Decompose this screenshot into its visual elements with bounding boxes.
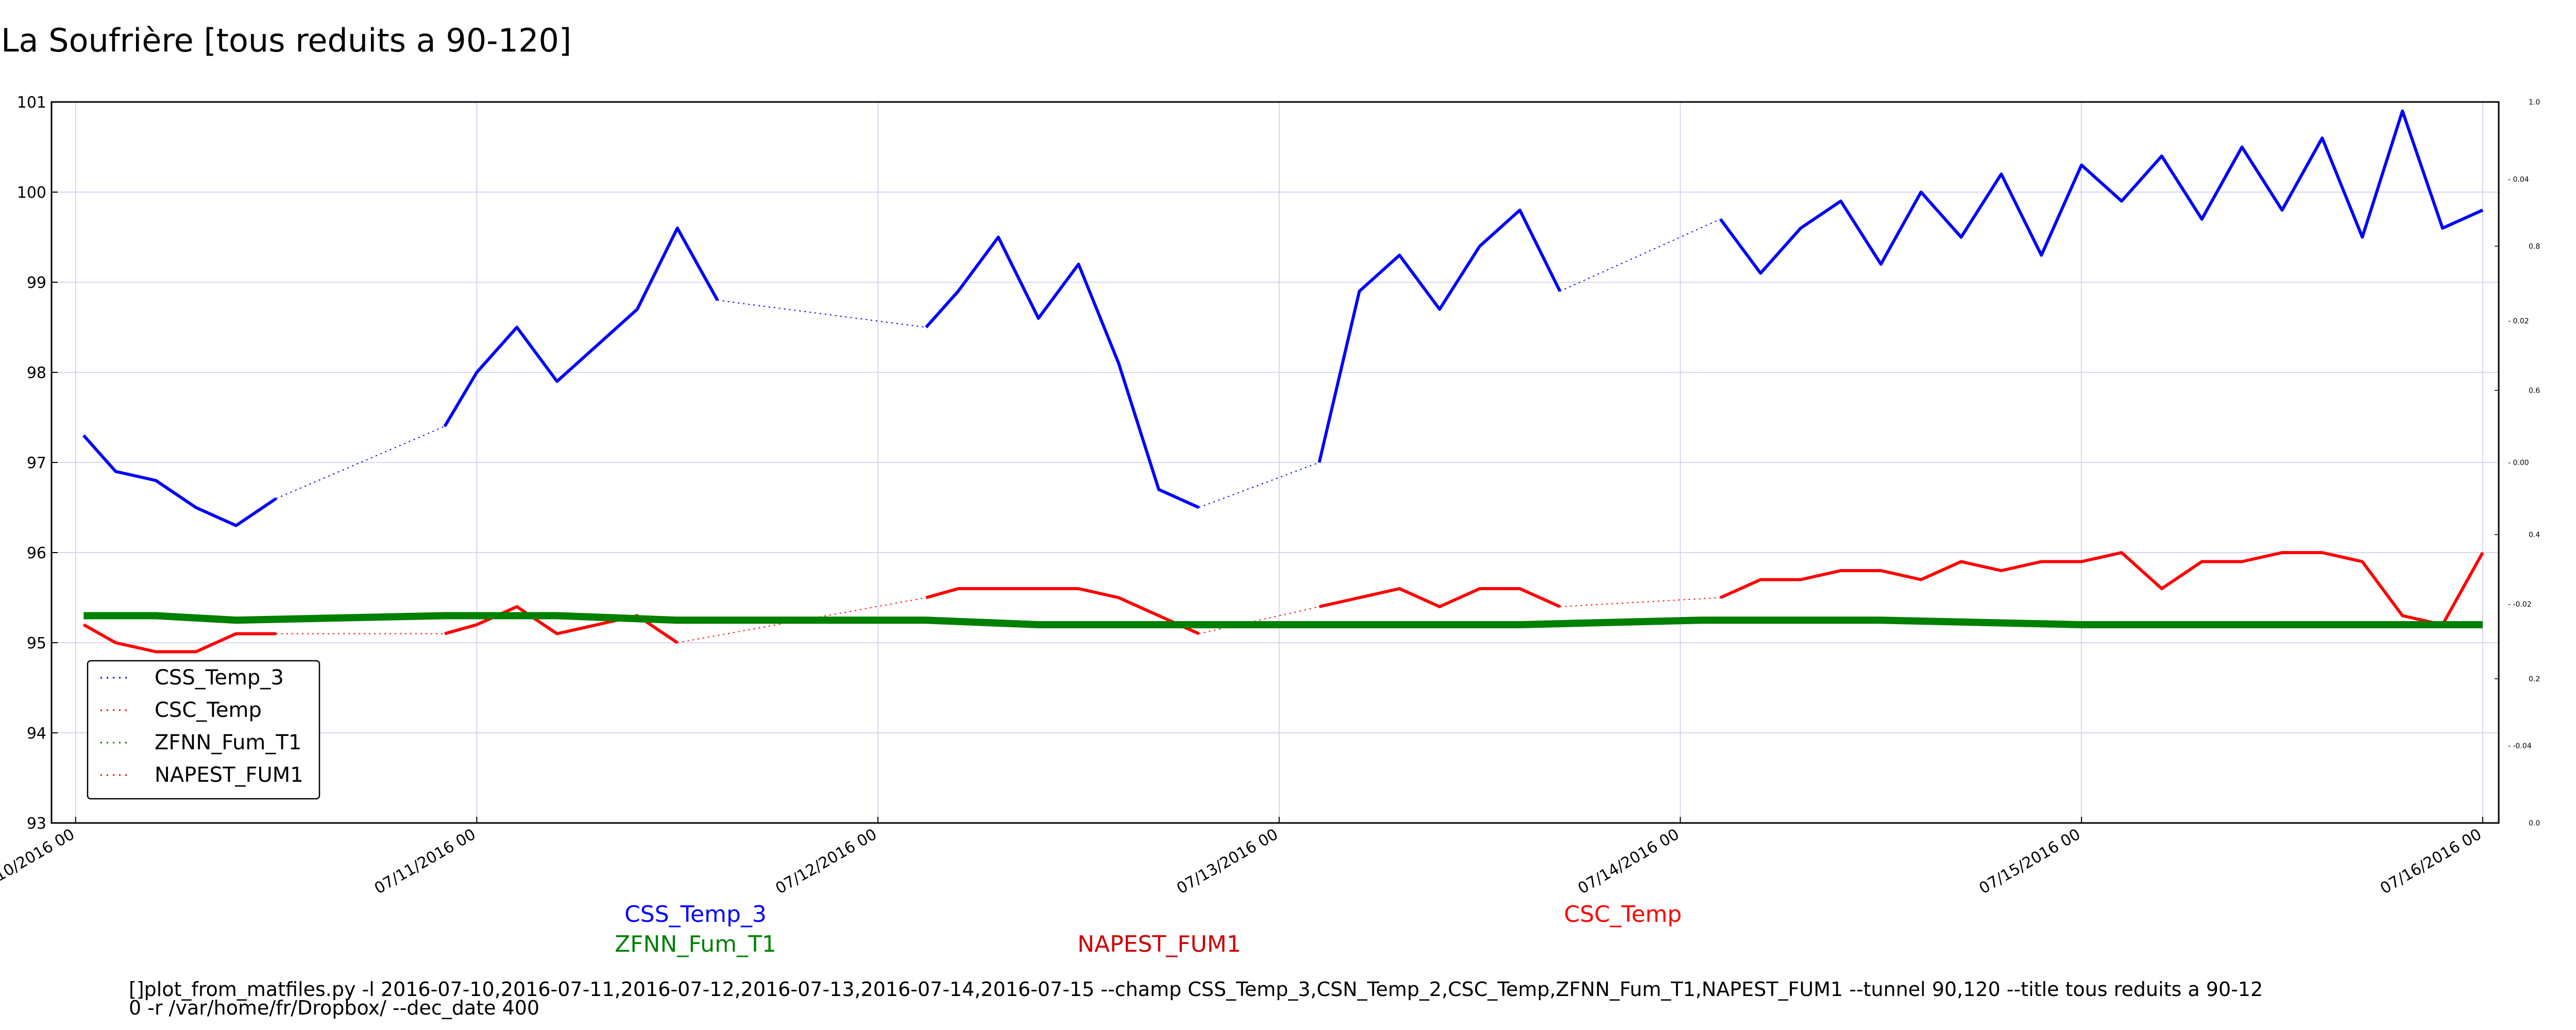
y2-tick-label: 0.6 xyxy=(2529,387,2540,395)
series-label: CSC_Temp xyxy=(1564,901,1682,928)
series-line xyxy=(1317,209,1562,463)
series-line xyxy=(444,605,679,644)
series-line xyxy=(1720,551,2484,626)
y-tick-label: 101 xyxy=(17,94,46,112)
y2-tick-label: 0.0 xyxy=(2529,819,2540,828)
series-gap-link xyxy=(677,597,926,643)
series-line xyxy=(1719,109,2484,275)
series-labels-below-axis: CSS_Temp_3 ZFNN_Fum_T1 NAPEST_FUM1 CSC_Temp xyxy=(615,901,1682,957)
y-tick-label: 98 xyxy=(27,364,46,382)
legend-box xyxy=(87,660,320,800)
y3-tick-label: - -0.02 xyxy=(2508,600,2532,609)
series-line xyxy=(443,227,719,427)
legend-label: ZFNN_Fum_T1 xyxy=(155,731,301,754)
series-gap-link xyxy=(1560,218,1721,292)
series-line xyxy=(83,612,2483,628)
command-line-1: []plot_from_matfiles.py -l 2016-07-10,20… xyxy=(129,978,2263,1001)
y-axis-ticks: 93 94 95 96 97 98 99 100 101 xyxy=(17,94,58,833)
x-tick-label: 07/13/2016 00 xyxy=(1174,826,1281,898)
x-axis-ticks: 07/10/2016 00 07/11/2016 00 07/12/2016 00 0… xyxy=(0,817,2485,898)
y2-tick-label: 0.2 xyxy=(2529,675,2540,683)
y-tick-label: 95 xyxy=(27,634,46,653)
x-tick-label: 07/11/2016 00 xyxy=(371,826,479,898)
y2-tick-label: 0.8 xyxy=(2529,243,2540,251)
y3-tick-label: - 0.00 xyxy=(2508,459,2529,467)
grid-lines xyxy=(52,101,2499,823)
series-gap-link xyxy=(1198,606,1319,634)
y-tick-label: 100 xyxy=(17,184,46,202)
y-tick-label: 97 xyxy=(27,454,46,472)
y-tick-label: 93 xyxy=(27,815,46,833)
y2-tick-label: 0.4 xyxy=(2529,531,2540,539)
chart-title: La Soufrière [tous reduits a 90-120] xyxy=(1,22,571,59)
legend-label: CSC_Temp xyxy=(155,698,262,722)
y3-tick-label: - -0.04 xyxy=(2508,742,2532,750)
series-line xyxy=(82,623,277,654)
command-line-2: 0 -r /var/home/fr/Dropbox/ --dec_date 40… xyxy=(129,997,539,1019)
legend: CSS_Temp_3 CSC_Temp ZFNN_Fum_T1 NAPEST_FUM1 xyxy=(87,660,320,800)
legend-label: NAPEST_FUM1 xyxy=(155,763,303,787)
y-tick-label: 94 xyxy=(27,725,46,743)
y2-tick-label: 1.0 xyxy=(2529,98,2540,107)
series-gap-link xyxy=(1560,597,1721,607)
series-line xyxy=(925,235,1200,509)
series-label: ZFNN_Fum_T1 xyxy=(615,931,776,957)
series-gap-link xyxy=(717,300,926,328)
y3-tick-label: - 0.04 xyxy=(2508,176,2529,184)
y-tick-label: 96 xyxy=(27,544,46,562)
series-gap-link xyxy=(1198,462,1320,508)
x-tick-label: 07/12/2016 00 xyxy=(773,826,880,898)
x-tick-label: 07/10/2016 00 xyxy=(0,826,78,898)
series-line xyxy=(82,434,277,527)
series-layer xyxy=(82,109,2484,654)
y2-axis-ticks: 0.0 0.2 0.4 0.6 0.8 1.0 - -0.04 - -0.02 - 0.00 - … xyxy=(2495,98,2540,828)
x-tick-label: 07/16/2016 00 xyxy=(2377,826,2485,898)
x-tick-label: 07/14/2016 00 xyxy=(1575,826,1683,898)
y3-tick-label: - 0.02 xyxy=(2508,317,2529,325)
x-tick-label: 07/15/2016 00 xyxy=(1976,826,2084,898)
series-label: CSS_Temp_3 xyxy=(624,901,767,928)
series-line xyxy=(925,587,1200,636)
series-label: NAPEST_FUM1 xyxy=(1077,931,1241,957)
y-tick-label: 99 xyxy=(27,274,46,292)
series-line xyxy=(1318,587,1561,608)
legend-label: CSS_Temp_3 xyxy=(155,666,284,690)
